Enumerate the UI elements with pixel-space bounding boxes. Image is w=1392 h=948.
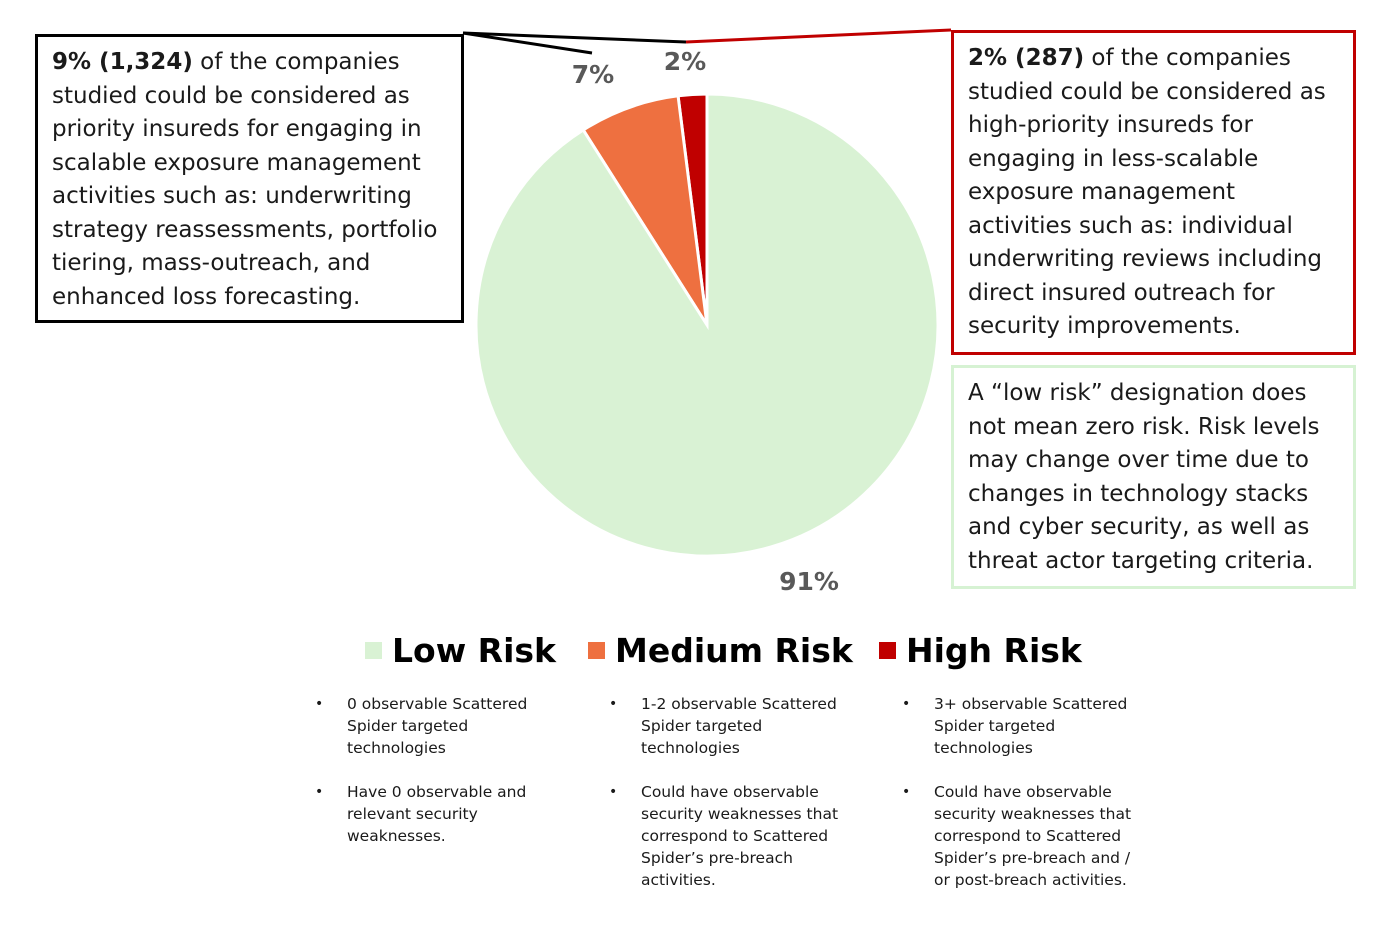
- data-label-low-risk: 91%: [779, 567, 839, 596]
- medium-callout-text: of the companies studied could be consid…: [52, 49, 438, 310]
- data-label-high-risk: 2%: [664, 47, 706, 76]
- legend-swatch-high-risk: [879, 641, 896, 659]
- high-callout-highlight: 2% (287): [968, 45, 1085, 71]
- list-item: 0 observable Scattered Spider targeted t…: [315, 693, 555, 759]
- list-item: 1-2 observable Scattered Spider targeted…: [609, 693, 849, 759]
- medium-risk-description: 1-2 observable Scattered Spider targeted…: [609, 693, 849, 913]
- high-callout-text: of the companies studied could be consid…: [968, 45, 1326, 339]
- legend-label-medium-risk: Medium Risk: [615, 630, 853, 670]
- low-risk-note: A “low risk” designation does not mean z…: [951, 365, 1356, 589]
- medium-callout-highlight: 9% (1,324): [52, 49, 193, 75]
- legend-item-low-risk: Low Risk: [365, 630, 556, 670]
- list-item: Could have observable security weaknesse…: [609, 781, 849, 891]
- low-risk-description: 0 observable Scattered Spider targeted t…: [315, 693, 555, 869]
- legend-item-high-risk: High Risk: [879, 630, 1082, 670]
- list-item: Have 0 observable and relevant security …: [315, 781, 555, 847]
- leader-line-high-red: [685, 28, 952, 44]
- high-risk-description: 3+ observable Scattered Spider targeted …: [902, 693, 1142, 913]
- legend-item-medium-risk: Medium Risk: [588, 630, 853, 670]
- list-item: Could have observable security weaknesse…: [902, 781, 1142, 891]
- leader-line-medium: [462, 31, 593, 55]
- medium-risk-callout: 9% (1,324) of the companies studied coul…: [35, 34, 464, 323]
- leader-line-high-black: [462, 31, 687, 44]
- data-label-medium-risk: 7%: [572, 60, 614, 89]
- legend-swatch-medium-risk: [588, 641, 605, 659]
- high-risk-callout: 2% (287) of the companies studied could …: [951, 30, 1356, 355]
- pie-slice-low-risk: [474, 92, 940, 558]
- legend-label-low-risk: Low Risk: [392, 630, 556, 670]
- legend-label-high-risk: High Risk: [906, 630, 1082, 670]
- low-risk-note-text: A “low risk” designation does not mean z…: [968, 380, 1320, 574]
- legend-swatch-low-risk: [365, 641, 382, 659]
- pie-slice-medium-risk: [581, 94, 709, 326]
- list-item: 3+ observable Scattered Spider targeted …: [902, 693, 1142, 759]
